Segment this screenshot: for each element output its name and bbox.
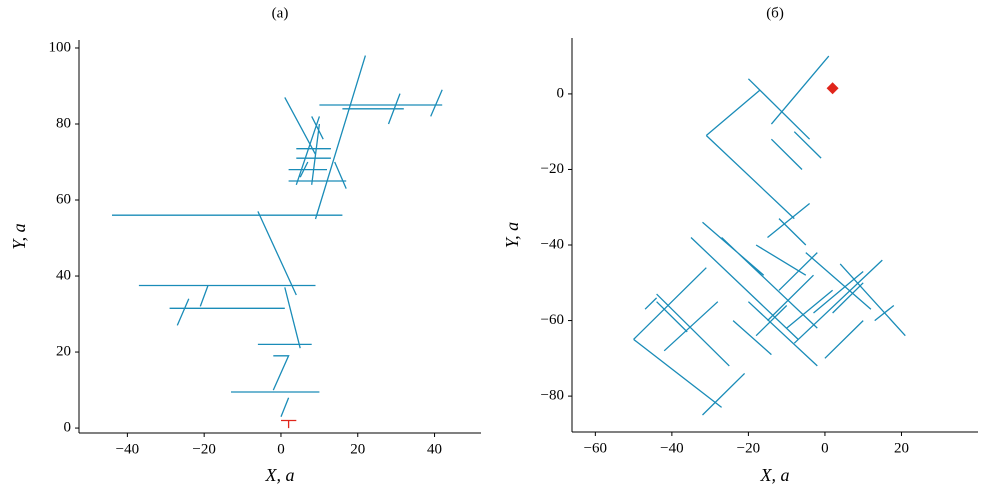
x-axis-label: X, a	[760, 465, 790, 485]
y-axis-label: Y, a	[502, 222, 522, 248]
y-tick-label: 80	[56, 115, 71, 131]
y-tick-label: −60	[541, 312, 564, 328]
y-tick-label: −40	[541, 236, 564, 252]
y-tick-label: 100	[49, 39, 72, 55]
walk-path	[633, 55, 906, 416]
y-axis-label: Y, a	[9, 223, 29, 249]
panel-title: (б)	[766, 5, 784, 21]
x-tick-label: 0	[277, 441, 285, 457]
y-tick-label: 40	[56, 267, 71, 283]
x-axis-label: X, a	[265, 465, 295, 485]
x-tick-label: 20	[894, 440, 909, 456]
y-tick-label: 20	[56, 343, 71, 359]
x-tick-label: 0	[821, 440, 829, 456]
x-tick-label: 40	[427, 441, 442, 457]
walk-path	[112, 55, 443, 417]
y-tick-label: 0	[64, 419, 72, 435]
end-marker	[826, 82, 839, 95]
y-tick-label: 60	[56, 191, 71, 207]
x-tick-label: 20	[350, 441, 365, 457]
x-tick-label: −60	[584, 440, 607, 456]
x-tick-label: −20	[192, 441, 215, 457]
y-tick-label: 0	[557, 85, 565, 101]
y-tick-label: −20	[541, 161, 564, 177]
x-tick-label: −40	[660, 440, 683, 456]
walk-path	[281, 419, 297, 429]
y-tick-label: −80	[541, 388, 564, 404]
x-tick-label: −40	[116, 441, 139, 457]
panel-title: (a)	[272, 5, 289, 21]
x-tick-label: −20	[737, 440, 760, 456]
